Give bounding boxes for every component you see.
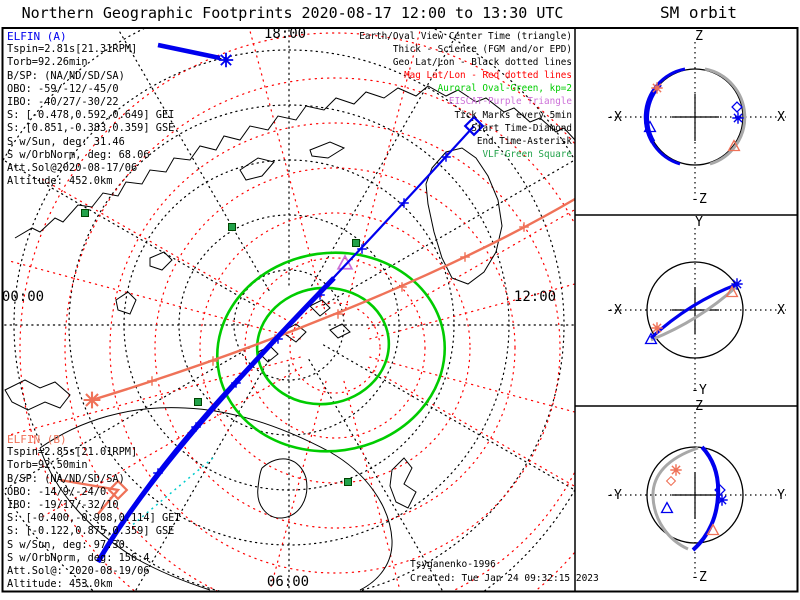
- elfin-b-track: [59, 197, 575, 515]
- legend-line: Earth/Oval View Center Time (triangle): [359, 31, 572, 42]
- clock-top: 18:00: [264, 26, 306, 42]
- orbit-asterisk-marker: [650, 321, 664, 335]
- elfin-b-param: IBO: -19/17/-32/10: [7, 499, 119, 512]
- elfin-a-param: Att.Sol@2020-08-17/06: [7, 162, 138, 175]
- legend-line: Tick Marks every 5min: [454, 109, 572, 121]
- axis-label: X: [777, 110, 785, 125]
- vlf-stations: [81, 209, 360, 486]
- axis-label: -X: [606, 303, 622, 318]
- legend-line: Start Time-Diamond: [471, 122, 572, 134]
- orbit-asterisk-marker: [669, 463, 683, 477]
- elfin-b-param: Att.Sol@: 2020-08-19/06: [7, 565, 150, 578]
- elfin-b-param: OBO: -14/9/-24/0: [7, 485, 107, 498]
- axis-label: Y: [777, 488, 785, 503]
- secondary-orbit-arc: [651, 446, 699, 551]
- elfin-a-param: S: [0.851,-0.383,0.359] GSE: [7, 122, 175, 135]
- elfin-a-track: [95, 42, 484, 564]
- secondary-orbit-arc: [704, 67, 747, 166]
- secondary-orbit-arc: [650, 285, 738, 342]
- vlf-square: [194, 398, 202, 406]
- axis-label: -Y: [691, 383, 707, 398]
- elfin-a-param: B/SP: (NA/ND/SD/SA): [7, 69, 125, 82]
- vlf-square: [344, 478, 352, 486]
- clock-right: 12:00: [514, 289, 556, 305]
- elfin-b-param: Altitude: 453.0km: [7, 578, 113, 591]
- elfin-a-info-block: ELFIN (A) Tspin=2.81s[21.31RPM] Torb=92.…: [7, 30, 174, 188]
- axis-label: -X: [606, 110, 622, 125]
- elfin-b-param: S w/Sun, deg: 97.30: [7, 538, 125, 551]
- vlf-square: [81, 209, 89, 217]
- elfin-b-end-asterisk-marker: [82, 390, 102, 410]
- axis-label: Y: [695, 215, 703, 230]
- plot-borders: [1, 27, 799, 593]
- legend-line: End Time-Asterisk: [476, 135, 572, 147]
- vlf-square: [228, 223, 236, 231]
- page-title: Northern Geographic Footprints 2020-08-1…: [21, 4, 564, 22]
- sm-panel-yz: Z -Z -Y Y: [606, 399, 786, 585]
- earth-circle: [646, 446, 744, 544]
- elfin-b-ticks: [146, 221, 530, 387]
- footer-info: Tsyganenko-1996 Created: Tue Jan 24 09:3…: [410, 558, 599, 586]
- mag-graticule: [9, 28, 575, 591]
- model-label: Tsyganenko-1996: [410, 559, 496, 570]
- axis-label: X: [777, 303, 785, 318]
- legend-line: VLF-Green Square: [482, 148, 572, 160]
- axis-label: Z: [695, 29, 703, 44]
- vlf-square: [352, 239, 360, 247]
- orbit-asterisk-marker: [715, 493, 729, 507]
- geo-graticule: [3, 28, 575, 591]
- elfin-b-param: B/SP: (NA/ND/SD/SA): [7, 472, 125, 485]
- sm-panel-xz: Z -Z -X X: [606, 29, 786, 207]
- orbit-triangle-marker: [660, 501, 674, 514]
- sm-orbit-title: SM orbit: [659, 3, 738, 22]
- elfin-a-name: ELFIN (A): [7, 30, 67, 43]
- sm-panel-xy: Y -Y -X X: [606, 215, 786, 398]
- elfin-a-param: OBO: -59/-12/-45/0: [7, 82, 119, 95]
- clock-left: 00:00: [2, 289, 44, 305]
- elfin-a-param: S: [-0.478,0.592,0.649] GEI: [7, 109, 175, 122]
- orbit-asterisk-marker: [650, 81, 664, 95]
- earth-circle: [646, 261, 744, 359]
- clock-labels: 18:00 00:00 12:00 06:00: [2, 26, 556, 590]
- elfin-b-info-block: ELFIN (B) Tspin=2.85s[21.01RPM] Torb=92.…: [7, 433, 181, 591]
- legend-line: Geo Lat/Lon - Black dotted lines: [392, 57, 572, 69]
- axis-label: -Y: [606, 488, 622, 503]
- created-timestamp: Created: Tue Jan 24 09:32:15 2023: [410, 573, 599, 584]
- map-legend: Earth/Oval View Center Time (triangle) T…: [359, 30, 572, 161]
- axis-label: -Z: [691, 192, 707, 207]
- legend-line: Thick - Science (FGM and/or EPD): [392, 44, 572, 56]
- auroral-oval: [215, 251, 447, 453]
- elfin-a-science-arc: [644, 82, 662, 144]
- legend-line: Mag Lat/Lon - Red dotted lines: [404, 70, 572, 82]
- elfin-b-name: ELFIN (B): [7, 433, 67, 446]
- legend-line: Auroral Oval-Green, kp=2: [437, 83, 572, 95]
- elfin-b-param: S: [-0.400,-0.908,0.114] GEI: [7, 512, 181, 525]
- elfin-a-param: IBO: -40/27/-30/22: [7, 96, 119, 109]
- elfin-a-param: Torb=92.26min: [7, 56, 88, 69]
- orbit-asterisk-marker: [731, 111, 745, 125]
- orbit-diamond-marker: [666, 476, 676, 486]
- elfin-a-param: Altitude: 452.0km: [7, 175, 113, 188]
- clock-bottom: 06:00: [267, 574, 309, 590]
- elfin-b-param: Torb=92.50min: [7, 459, 88, 472]
- legend-line: EISCAT-Purple Triangle: [448, 96, 572, 108]
- elfin-b-param: S w/OrbNorm, deg: 156.4: [7, 551, 150, 564]
- elfin-a-param: S w/Sun, deg: 31.46: [7, 135, 125, 148]
- elfin-a-param: Tspin=2.81s[21.31RPM]: [7, 43, 138, 56]
- elfin-b-param: S: [-0.122,0.875,0.359] GSE: [7, 525, 175, 538]
- elfin-b-param: Tspin=2.85s[21.01RPM]: [7, 446, 138, 459]
- axis-label: -Z: [691, 570, 707, 585]
- elfin-a-param: S w/OrbNorm, deg: 68.06: [7, 148, 150, 161]
- coastlines: [4, 85, 575, 591]
- elfin-a-end-asterisk-marker: [217, 51, 235, 69]
